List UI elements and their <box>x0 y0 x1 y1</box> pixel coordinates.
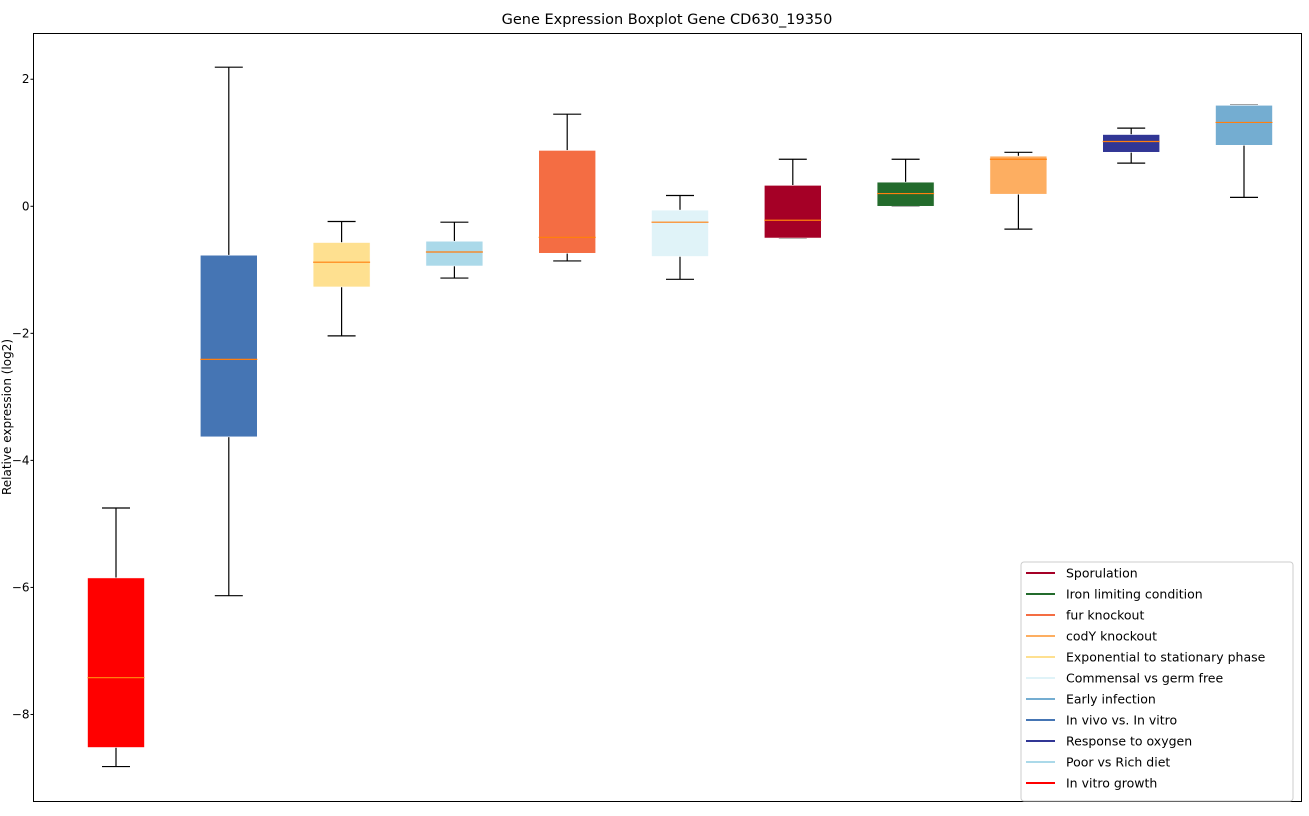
legend-label: In vivo vs. In vitro <box>1066 713 1177 728</box>
legend-label: Iron limiting condition <box>1066 587 1203 602</box>
y-tick-label: −8 <box>12 707 30 721</box>
legend-label: Response to oxygen <box>1066 734 1192 749</box>
legend: Sporulation Iron limiting condition fur kn… <box>1020 561 1294 802</box>
legend-label: codY knockout <box>1066 629 1157 644</box>
chart-title: Gene Expression Boxplot Gene CD630_19350 <box>502 12 833 28</box>
box-response-to-oxygen <box>1102 127 1160 164</box>
y-tick-label: −4 <box>12 453 30 467</box>
y-tick-label: −2 <box>12 326 30 340</box>
legend-label: In vitro growth <box>1066 776 1157 791</box>
legend-label: Commensal vs germ free <box>1066 671 1223 686</box>
legend-label: Early infection <box>1066 692 1156 707</box>
y-tick-label: 0 <box>22 199 30 213</box>
box-exponential-to-stationary-phase <box>312 220 371 337</box>
box-in-vitro-growth <box>87 507 145 768</box>
legend-label: fur knockout <box>1066 608 1144 623</box>
box-iqr <box>651 209 709 257</box>
legend-frame <box>1020 561 1294 802</box>
y-tick-label: 2 <box>22 72 30 86</box>
box-in-vivo-vs-in-vitro <box>200 66 258 597</box>
box-iqr <box>763 185 822 239</box>
box-poor-vs-rich-diet <box>425 221 484 279</box>
box-sporulation <box>763 158 822 239</box>
box-iqr <box>425 240 484 267</box>
box-cody-knockout <box>989 151 1048 230</box>
box-iqr <box>1102 134 1160 153</box>
y-axis: −8 −6 −4 −2 0 2 <box>12 72 34 721</box>
box-iqr <box>87 577 145 748</box>
boxes-group <box>87 66 1273 768</box>
box-early-infection <box>1215 104 1273 198</box>
box-commensal-vs-germ-free <box>651 194 709 280</box>
box-iqr <box>876 181 935 207</box>
box-iqr <box>200 254 258 438</box>
plot-frame <box>33 33 1302 802</box>
box-iron-limiting-condition <box>876 158 935 207</box>
legend-label: Sporulation <box>1066 566 1138 581</box>
box-iqr <box>989 155 1048 195</box>
y-axis-label: Relative expression (log2) <box>0 339 14 495</box>
legend-label: Exponential to stationary phase <box>1066 650 1266 665</box>
legend-label: Poor vs Rich diet <box>1066 755 1170 770</box>
box-iqr <box>312 242 371 288</box>
box-iqr <box>1215 104 1273 146</box>
y-tick-label: −6 <box>12 580 30 594</box>
box-iqr <box>538 150 597 254</box>
box-fur-knockout <box>538 113 597 262</box>
